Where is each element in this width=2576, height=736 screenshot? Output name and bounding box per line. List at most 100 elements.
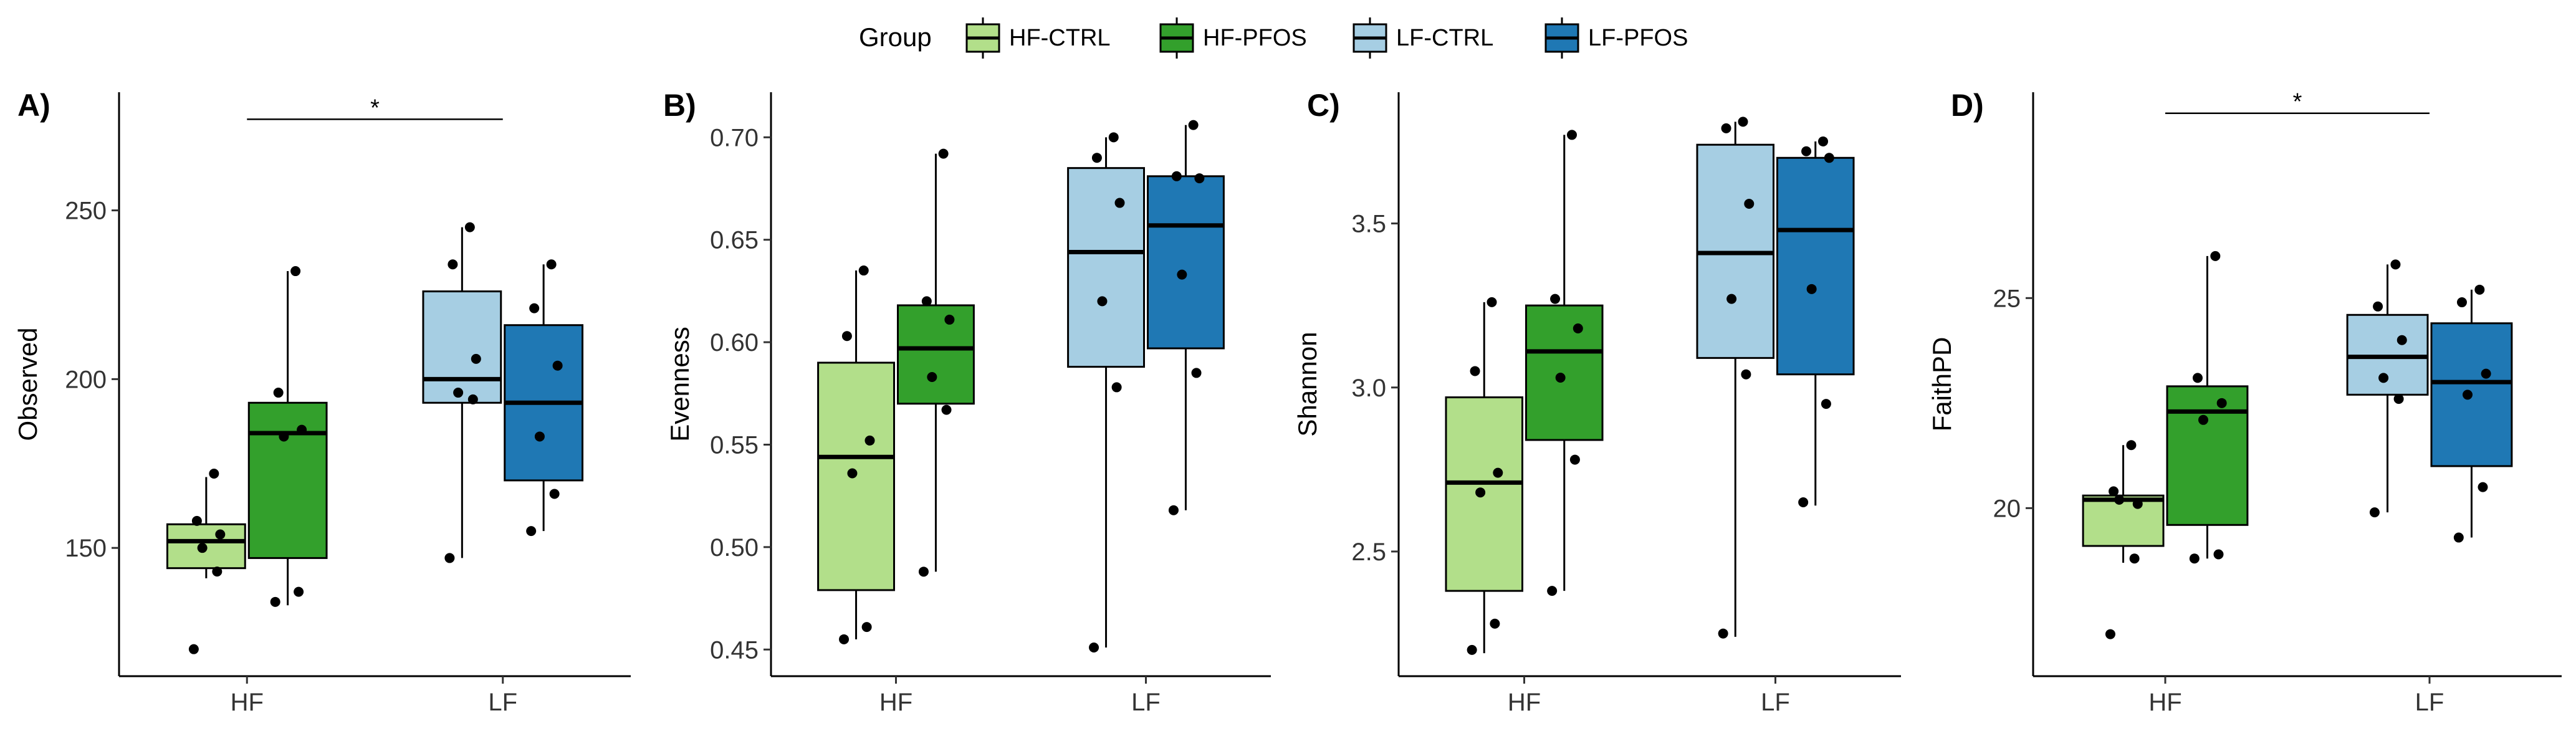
y-axis-title: Shannon	[1293, 332, 1322, 436]
data-point	[2390, 259, 2401, 270]
y-tick-label: 200	[65, 366, 107, 393]
data-point	[921, 296, 932, 307]
data-point	[270, 596, 280, 607]
data-point	[938, 148, 949, 159]
data-point	[2132, 499, 2143, 509]
x-tick-label: HF	[1508, 689, 1541, 716]
data-point	[2378, 373, 2389, 383]
data-point	[448, 259, 458, 270]
data-point	[1091, 153, 1102, 163]
data-point	[546, 259, 557, 270]
data-point	[2114, 494, 2125, 505]
box-iqr	[817, 361, 895, 591]
box-hf-ctrl	[817, 265, 895, 644]
data-point	[861, 622, 872, 633]
data-point	[1171, 171, 1182, 181]
box-lf-ctrl	[1067, 132, 1145, 652]
data-point	[2189, 553, 2200, 564]
data-point	[1191, 368, 1202, 378]
data-point	[1168, 505, 1179, 515]
x-tick-label: LF	[2415, 689, 2444, 716]
data-point	[2456, 297, 2467, 308]
y-tick-label: 250	[65, 198, 107, 225]
data-point	[526, 526, 537, 537]
box-iqr	[1147, 175, 1225, 350]
data-point	[2369, 507, 2380, 518]
data-point	[2478, 482, 2488, 492]
data-point	[1493, 467, 1503, 478]
data-point	[1177, 269, 1187, 280]
data-point	[2216, 398, 2227, 408]
data-point	[273, 388, 284, 398]
data-point	[1111, 382, 1122, 393]
data-point	[1801, 146, 1812, 156]
data-point	[212, 566, 223, 577]
data-point	[467, 394, 478, 404]
data-point	[1721, 123, 1731, 133]
data-point	[2129, 553, 2140, 564]
data-point	[1490, 618, 1500, 629]
y-tick-label: 20	[1993, 495, 2021, 522]
box-iqr	[247, 401, 328, 559]
y-axis-title: FaithPD	[1927, 337, 1956, 432]
data-point	[1741, 369, 1751, 380]
data-point	[841, 331, 852, 342]
x-tick-label: HF	[231, 689, 264, 716]
legend-label: LF-PFOS	[1588, 25, 1688, 51]
data-point	[1487, 297, 1497, 307]
x-tick-label: LF	[488, 689, 517, 716]
y-tick-label: 0.55	[710, 431, 759, 459]
data-point	[1188, 120, 1199, 130]
data-point	[1818, 136, 1829, 146]
data-point	[453, 388, 464, 398]
data-point	[2126, 440, 2137, 451]
data-point	[209, 469, 219, 479]
data-point	[529, 303, 540, 313]
data-point	[1194, 173, 1205, 184]
data-point	[294, 586, 304, 597]
data-point	[552, 360, 563, 371]
data-point	[918, 566, 929, 577]
data-point	[1108, 132, 1119, 143]
box-iqr	[897, 304, 975, 405]
legend-label: HF-CTRL	[1009, 25, 1111, 51]
data-point	[464, 222, 475, 232]
data-point	[1718, 628, 1728, 639]
data-point	[927, 371, 937, 382]
x-tick-label: HF	[879, 689, 912, 716]
box-iqr	[1067, 167, 1145, 368]
box-iqr	[2166, 385, 2249, 526]
box-lf-ctrl	[2346, 259, 2429, 518]
box-lf-pfos	[1147, 120, 1225, 515]
legend-label: LF-CTRL	[1396, 25, 1493, 51]
box-hf-pfos	[1525, 130, 1604, 596]
panel-c: C) Shannon 2.5 3.0 3.5 HF LF	[1293, 88, 1901, 716]
panel-letter: A)	[17, 88, 50, 123]
data-point	[1097, 296, 1108, 307]
y-tick-label: 0.45	[710, 636, 759, 664]
box-hf-ctrl	[2082, 440, 2165, 639]
data-point	[471, 353, 481, 364]
box-iqr	[1525, 304, 1604, 441]
significance-label: *	[370, 95, 380, 121]
y-tick-label: 0.65	[710, 227, 759, 254]
box-iqr	[1776, 156, 1855, 376]
box-lf-pfos	[1776, 136, 1855, 508]
legend-label: HF-PFOS	[1203, 25, 1307, 51]
data-point	[534, 431, 545, 442]
data-point	[1744, 198, 1755, 209]
y-tick-label: 25	[1993, 285, 2021, 312]
y-tick-label: 150	[65, 535, 107, 562]
legend: Group HF-CTRL HF-PFOS LF-CTRL LF-PFOS	[859, 17, 1688, 59]
data-point	[1547, 586, 1558, 596]
data-point	[1470, 366, 1480, 376]
data-point	[2213, 549, 2224, 560]
panels: A) Observed 150 200 250 HF LF * B) Evenness 0.45 0.…	[13, 88, 2562, 716]
data-point	[444, 553, 455, 563]
box-iqr	[2082, 494, 2165, 547]
legend-items: HF-CTRL HF-PFOS LF-CTRL LF-PFOS	[965, 17, 1688, 59]
data-point	[1550, 294, 1561, 304]
data-point	[2105, 629, 2115, 639]
box-hf-ctrl	[166, 469, 246, 654]
